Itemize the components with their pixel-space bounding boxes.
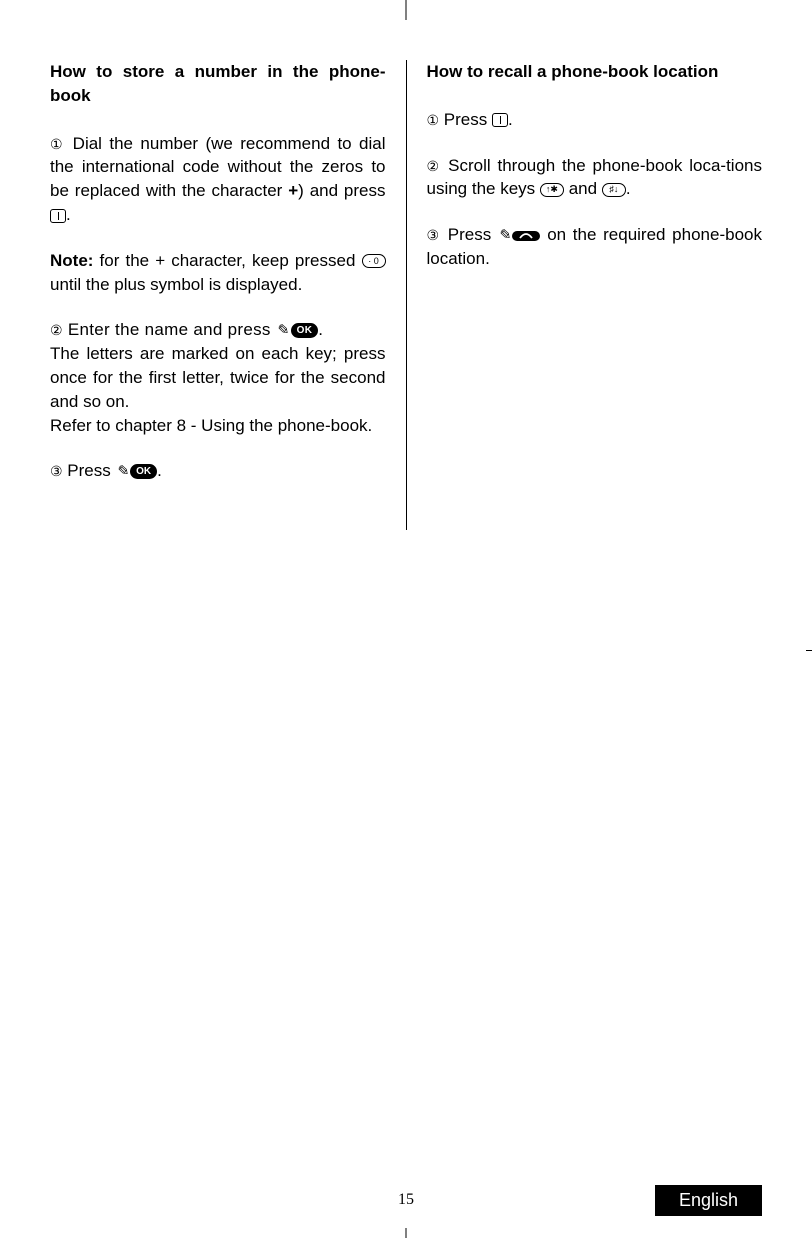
left-step1: ① Dial the number (we recommend to dial … [50, 132, 386, 227]
ok-pill-icon: OK [291, 323, 319, 338]
ok-pill-icon-2: OK [130, 464, 157, 479]
step3-text: Press [67, 461, 110, 480]
pen-icon-2: ✎ [114, 460, 130, 483]
right-step2: ② Scroll through the phone-book loca-tio… [427, 154, 763, 202]
plus-char: + [288, 181, 298, 200]
note-tail: until the plus symbol is displayed. [50, 275, 302, 294]
note-label: Note: [50, 251, 93, 270]
content-columns: How to store a number in the phone-book … [50, 60, 762, 530]
r-step2-b: and [569, 179, 597, 198]
step2-lead-text: Enter the name and press [68, 320, 271, 339]
step2-body: The letters are marked on each key; pres… [50, 342, 386, 413]
language-badge: English [655, 1185, 762, 1216]
ok-button-icon-2: ✎OK [116, 461, 158, 482]
call-pill-icon [512, 231, 540, 241]
note-body: for the + character, keep pressed [93, 251, 361, 270]
right-column: How to recall a phone-book location ① Pr… [407, 60, 763, 530]
circled-3-icon: ③ [50, 463, 63, 479]
page-number: 15 [398, 1191, 414, 1209]
pen-icon: ✎ [274, 319, 290, 342]
call-button-icon: ✎ [498, 225, 541, 246]
step2-ref: Refer to chapter 8 - Using the phone-boo… [50, 414, 386, 438]
right-step1: ① Press . [427, 108, 763, 132]
circled-2-icon-r: ② [427, 158, 442, 174]
r-step3-a: Press [448, 225, 491, 244]
zero-key-icon: · 0 [362, 254, 386, 268]
circled-1-icon: ① [50, 136, 65, 152]
circled-2-icon: ② [50, 322, 63, 338]
right-step3: ③ Press ✎ on the required phone-book loc… [427, 223, 763, 271]
phonebook-icon-r [492, 113, 508, 127]
step1-text-b: ) and press [298, 181, 385, 200]
r-step1-text: Press [444, 110, 487, 129]
ok-button-icon: ✎OK [276, 320, 318, 341]
crop-mark-top [406, 0, 407, 20]
left-note: Note: for the + character, keep pressed … [50, 249, 386, 297]
right-heading: How to recall a phone-book location [427, 60, 763, 84]
star-key-icon: ↑✱ [540, 183, 564, 197]
left-step2-lead: ② Enter the name and press ✎OK. [50, 318, 386, 342]
crop-mark-bottom [406, 1228, 407, 1238]
crop-mark-right [806, 650, 812, 651]
left-heading: How to store a number in the phone-book [50, 60, 386, 108]
circled-1-icon-r: ① [427, 112, 440, 128]
hash-key-icon: ♯↓ [602, 183, 626, 197]
pen-icon-3: ✎ [496, 224, 512, 247]
left-step3: ③ Press ✎OK. [50, 459, 386, 483]
circled-3-icon-r: ③ [427, 227, 442, 243]
left-column: How to store a number in the phone-book … [50, 60, 407, 530]
phonebook-icon [50, 209, 66, 223]
